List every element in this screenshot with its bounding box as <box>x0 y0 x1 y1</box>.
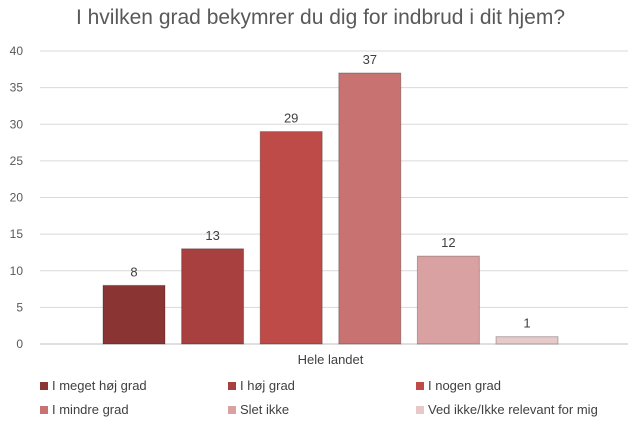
legend-item: I meget høj grad <box>40 378 147 393</box>
legend-item: I høj grad <box>228 378 295 393</box>
y-tick-label: 40 <box>10 44 24 58</box>
bar <box>495 336 559 345</box>
data-label: 37 <box>363 52 377 67</box>
bar <box>338 72 402 345</box>
bar <box>102 284 166 345</box>
bar <box>416 255 480 345</box>
legend-swatch <box>228 381 236 390</box>
bar <box>181 248 245 345</box>
legend-label: I mindre grad <box>52 402 129 417</box>
data-label: 29 <box>284 111 298 126</box>
bar <box>259 131 323 345</box>
y-tick-label: 15 <box>10 227 24 241</box>
legend-swatch <box>416 405 424 414</box>
y-tick-label: 25 <box>10 154 24 168</box>
legend-label: I høj grad <box>240 378 295 393</box>
y-tick-label: 0 <box>16 337 23 351</box>
data-label: 12 <box>441 235 455 250</box>
legend-item: I mindre grad <box>40 402 129 417</box>
y-tick-label: 5 <box>16 300 23 314</box>
legend-label: Slet ikke <box>240 402 290 417</box>
legend-swatch <box>40 405 48 414</box>
legend-item: Slet ikke <box>228 402 289 417</box>
data-label: 13 <box>205 228 219 243</box>
y-tick-label: 30 <box>10 117 24 131</box>
y-tick-label: 20 <box>10 191 24 205</box>
legend-swatch <box>416 381 424 390</box>
legend-swatch <box>228 405 236 414</box>
y-tick-label: 35 <box>10 81 24 95</box>
legend-item: Ved ikke/Ikke relevant for mig <box>416 402 598 417</box>
x-tick-label: Hele landet <box>298 352 364 367</box>
legend-swatch <box>40 381 48 390</box>
legend-label: I nogen grad <box>428 378 502 393</box>
legend-label: I meget høj grad <box>52 378 147 393</box>
legend-label: Ved ikke/Ikke relevant for mig <box>428 402 598 417</box>
y-tick-label: 10 <box>10 264 24 278</box>
data-label: 8 <box>130 264 137 279</box>
data-label: 1 <box>523 316 530 331</box>
legend-item: I nogen grad <box>416 378 501 393</box>
chart-title: I hvilken grad bekymrer du dig for indbr… <box>75 6 566 29</box>
